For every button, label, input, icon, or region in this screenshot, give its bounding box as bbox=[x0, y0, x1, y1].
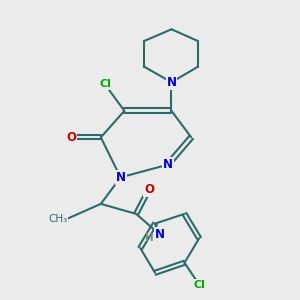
Text: O: O bbox=[144, 183, 154, 196]
Text: CH₃: CH₃ bbox=[48, 214, 68, 224]
Text: N: N bbox=[163, 158, 173, 171]
Text: Cl: Cl bbox=[193, 280, 205, 290]
Text: N: N bbox=[167, 76, 176, 89]
Text: H: H bbox=[145, 233, 154, 243]
Text: Cl: Cl bbox=[99, 79, 111, 89]
Text: N: N bbox=[155, 228, 165, 241]
Text: O: O bbox=[66, 131, 76, 144]
Text: N: N bbox=[116, 171, 126, 184]
